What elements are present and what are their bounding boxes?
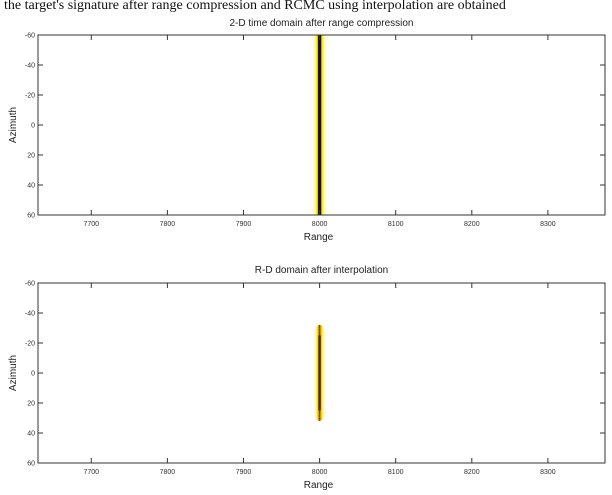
panel-1-title: 2-D time domain after range compression [230, 18, 414, 29]
y-tick-label: -40 [25, 63, 35, 70]
x-tick-label: 7800 [160, 469, 176, 476]
y-tick-label: 0 [31, 371, 35, 378]
x-tick-label: 8100 [388, 221, 404, 228]
x-axis-label: Range [304, 480, 334, 491]
panel-2-title: R-D domain after interpolation [255, 265, 388, 276]
y-tick-label: 60 [27, 461, 35, 468]
x-axis-label: Range [304, 232, 334, 243]
x-tick-label: 8100 [388, 469, 404, 476]
x-tick-label: 7900 [236, 221, 252, 228]
x-tick-label: 7800 [160, 221, 176, 228]
y-tick-label: -60 [25, 33, 35, 40]
x-tick-label: 8300 [540, 221, 556, 228]
y-tick-label: -60 [25, 281, 35, 288]
y-tick-label: 20 [27, 153, 35, 160]
y-tick-label: -20 [25, 341, 35, 348]
y-axis-label: Azimuth [8, 107, 19, 143]
panel-1: 2-D time domain after range compression 7… [8, 18, 606, 243]
figure-caption: the target's signature after range compr… [4, 0, 506, 13]
y-tick-label: 40 [27, 431, 35, 438]
panel-2: R-D domain after interpolation 7700 7800 79… [8, 265, 606, 491]
x-tick-label: 8200 [464, 221, 480, 228]
x-tick-label: 7700 [83, 469, 99, 476]
target-core-line [318, 335, 321, 411]
y-tick-label: 20 [27, 401, 35, 408]
x-tick-label: 8000 [312, 469, 328, 476]
y-tick-label: 40 [27, 183, 35, 190]
target-core-line [318, 35, 322, 215]
x-tick-label: 8000 [312, 221, 328, 228]
y-tick-label: -20 [25, 93, 35, 100]
x-tick-label: 8200 [464, 469, 480, 476]
y-tick-label: 60 [27, 213, 35, 220]
x-tick-label: 7900 [236, 469, 252, 476]
x-tick-label: 8300 [540, 469, 556, 476]
x-tick-label: 7700 [83, 221, 99, 228]
y-tick-label: 0 [31, 123, 35, 130]
y-axis-label: Azimuth [8, 355, 19, 391]
y-tick-label: -40 [25, 311, 35, 318]
